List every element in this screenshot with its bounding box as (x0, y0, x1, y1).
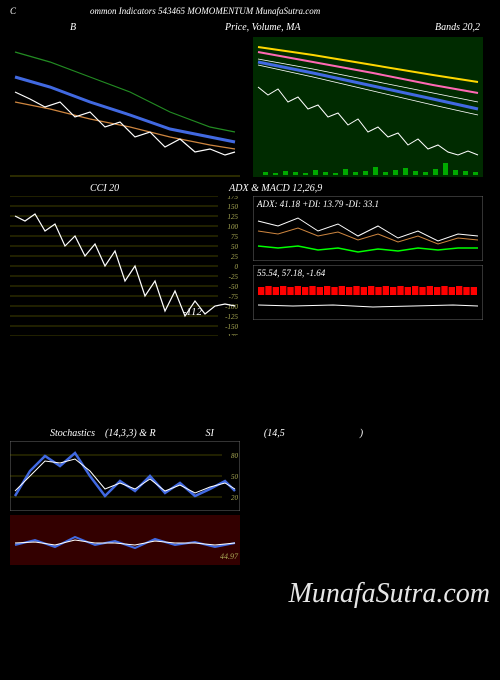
title-si: SI (206, 428, 214, 439)
chart-rsi: 44.97 (10, 515, 240, 565)
title-bands: Bands 20,2 (435, 22, 480, 33)
svg-text:150: 150 (228, 203, 239, 211)
adx-macd-column: ADX: 41.18 +DI: 13.79 -DI: 33.1 55.54, 5… (253, 196, 490, 336)
title-rp: ) (360, 428, 363, 439)
title-stoch-p: (14,3,3) & R (105, 428, 156, 439)
svg-text:-50: -50 (229, 283, 239, 291)
svg-text:175: 175 (228, 196, 239, 201)
svg-text:25: 25 (231, 253, 239, 261)
svg-text:0: 0 (235, 263, 239, 271)
chart-row-2: 1751501251007550250-25-50-75-100-125-150… (0, 196, 500, 336)
title-r2: (14,5 (264, 428, 285, 439)
row2-titles: CCI 20 ADX & MACD 12,26,9 (0, 177, 500, 196)
svg-text:75: 75 (231, 233, 239, 241)
title-price: Price, Volume, MA (225, 22, 301, 33)
svg-text:125: 125 (228, 213, 239, 221)
svg-text:-25: -25 (229, 273, 239, 281)
svg-text:50: 50 (231, 473, 239, 481)
chart-macd: 55.54, 57.18, -1.64 (253, 265, 483, 320)
svg-text:-150: -150 (225, 323, 238, 331)
svg-text:50: 50 (231, 243, 239, 251)
svg-text:-125: -125 (225, 313, 238, 321)
svg-text:44.97: 44.97 (220, 552, 239, 561)
row1-titles: B Price, Volume, MA Bands 20,2 (0, 18, 500, 37)
page-header: C ommon Indicators 543465 MOMOMENTUM Mun… (0, 0, 500, 18)
title-cci: CCI 20 (90, 183, 119, 194)
bottom-charts: 80 50 20 44.97 (0, 441, 500, 565)
svg-text:20: 20 (231, 494, 239, 502)
svg-text:80: 80 (231, 452, 239, 460)
chart-cci: 1751501251007550250-25-50-75-100-125-150… (10, 196, 240, 336)
chart-stochastics: 80 50 20 (10, 441, 240, 511)
header-title: ommon Indicators 543465 MOMOMENTUM Munaf… (90, 6, 320, 16)
title-b: B (70, 22, 105, 33)
svg-text:-175: -175 (225, 333, 238, 336)
chart-adx: ADX: 41.18 +DI: 13.79 -DI: 33.1 (253, 196, 483, 261)
gap (0, 336, 500, 426)
header-c: C (10, 6, 30, 16)
svg-text:ADX: 41.18 +DI: 13.79 -DI: 33: ADX: 41.18 +DI: 13.79 -DI: 33.1 (256, 199, 379, 209)
bottom-titles: Stochastics (14,3,3) & R SI (14,5 ) (0, 426, 500, 441)
svg-text:55.54, 57.18, -1.64: 55.54, 57.18, -1.64 (257, 268, 326, 278)
svg-text:-75: -75 (229, 293, 239, 301)
chart-row-1 (0, 37, 500, 177)
chart-price (253, 37, 483, 177)
svg-text:100: 100 (228, 223, 239, 231)
svg-text:-112: -112 (183, 306, 203, 318)
title-adx: ADX & MACD 12,26,9 (229, 183, 322, 194)
title-stoch: Stochastics (50, 428, 95, 439)
chart-b (10, 37, 240, 177)
watermark: MunafaSutra.com (289, 578, 490, 610)
